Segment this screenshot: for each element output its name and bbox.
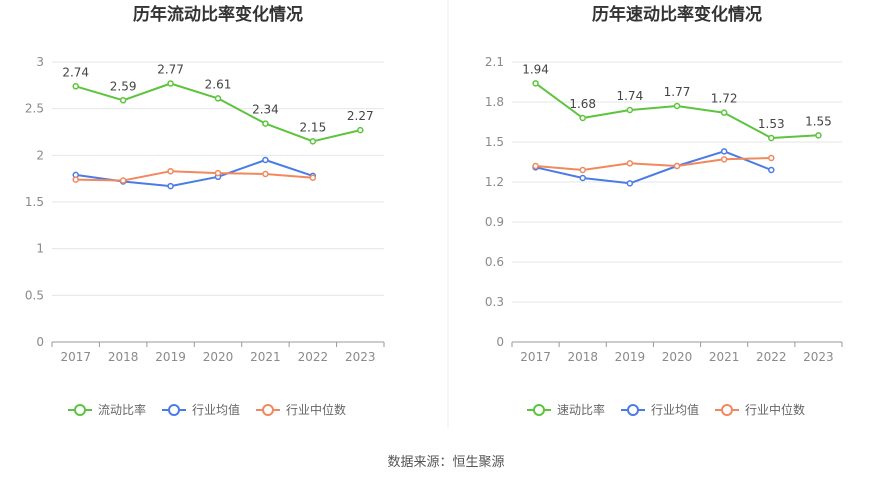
data-label: 1.53	[758, 117, 785, 131]
series-line-avg	[535, 150, 772, 185]
legend-label-median: 行业中位数	[745, 402, 805, 417]
data-label: 2.15	[299, 120, 326, 134]
data-point-avg	[262, 156, 269, 164]
y-tick-label: 0	[496, 335, 504, 349]
data-point-median	[532, 162, 539, 170]
x-tick-label: 2018	[108, 350, 139, 364]
data-point-median	[673, 162, 681, 170]
legend-marker-avg	[168, 404, 180, 416]
y-tick-label: 2.5	[25, 102, 44, 116]
x-tick-label: 2022	[298, 350, 329, 364]
legend-label-avg: 行业均值	[192, 402, 240, 417]
data-point-avg	[720, 148, 728, 155]
y-tick-label: 1	[36, 242, 44, 256]
data-point-company	[72, 83, 79, 90]
data-label: 2.34	[252, 103, 279, 117]
y-tick-label: 3	[36, 55, 44, 69]
legend-marker-company	[74, 404, 86, 416]
x-tick-label: 2017	[60, 350, 91, 364]
data-label: 1.72	[711, 92, 738, 106]
y-tick-label: 0	[36, 335, 44, 349]
legend-marker-company	[533, 404, 545, 416]
y-tick-label: 0.6	[485, 255, 504, 269]
y-tick-label: 1.5	[25, 195, 44, 209]
y-tick-label: 2	[36, 148, 44, 162]
x-tick-label: 2018	[567, 350, 598, 364]
data-point-company	[768, 134, 775, 142]
data-point-company	[309, 138, 317, 145]
legend-label-company: 速动比率	[557, 402, 605, 417]
x-tick-label: 2019	[615, 350, 646, 364]
data-point-company	[262, 120, 269, 127]
y-tick-label: 1.8	[485, 95, 504, 109]
data-label: 1.68	[569, 97, 596, 111]
chart-title: 历年速动比率变化情况	[592, 4, 762, 25]
data-point-company	[119, 97, 127, 104]
data-point-company	[357, 126, 364, 134]
x-tick-label: 2017	[520, 350, 551, 364]
data-label: 2.27	[347, 109, 374, 123]
y-tick-label: 0.5	[25, 288, 44, 302]
data-label: 2.74	[62, 65, 89, 79]
data-point-avg	[626, 180, 634, 187]
data-point-median	[720, 156, 728, 163]
data-label: 1.77	[664, 85, 691, 99]
data-point-avg	[167, 182, 174, 190]
data-point-avg	[768, 166, 775, 174]
data-point-median	[262, 170, 269, 178]
series-line-median	[75, 170, 313, 182]
data-point-median	[309, 174, 317, 181]
data-label: 1.94	[522, 62, 549, 76]
y-tick-label: 1.2	[485, 175, 504, 189]
x-tick-label: 2022	[756, 350, 787, 364]
data-point-company	[532, 80, 539, 87]
series-line-median	[535, 157, 772, 171]
x-tick-label: 2020	[203, 350, 234, 364]
y-tick-label: 1.5	[485, 135, 504, 149]
data-point-median	[214, 169, 222, 177]
x-tick-label: 2021	[250, 350, 281, 364]
data-point-median	[626, 160, 634, 167]
data-point-median	[768, 154, 775, 162]
legend-marker-avg	[627, 404, 639, 416]
data-point-company	[214, 95, 222, 102]
legend-label-median: 行业中位数	[286, 402, 346, 417]
data-point-avg	[579, 174, 586, 182]
y-tick-label: 2.1	[485, 55, 504, 69]
legend-label-company: 流动比率	[98, 402, 146, 417]
data-label: 2.77	[157, 62, 184, 76]
data-point-median	[579, 166, 586, 174]
data-label: 1.74	[616, 89, 643, 103]
x-tick-label: 2019	[155, 350, 186, 364]
data-point-median	[167, 167, 174, 175]
x-tick-label: 2020	[662, 350, 693, 364]
data-point-company	[673, 102, 681, 110]
x-tick-label: 2023	[345, 350, 376, 364]
chart-title: 历年流动比率变化情况	[133, 4, 303, 25]
legend-marker-median	[721, 404, 733, 416]
data-point-company	[815, 132, 822, 139]
data-point-company	[626, 106, 634, 114]
y-tick-label: 0.9	[485, 215, 504, 229]
data-point-company	[167, 80, 174, 87]
data-point-company	[720, 109, 728, 116]
source-text: 数据来源：恒生聚源	[387, 455, 504, 470]
y-tick-label: 0.3	[485, 295, 504, 309]
x-tick-label: 2023	[803, 350, 834, 364]
data-point-median	[119, 177, 127, 184]
x-tick-label: 2021	[709, 350, 740, 364]
legend-label-avg: 行业均值	[651, 402, 699, 417]
data-label: 1.55	[805, 114, 832, 128]
data-label: 2.59	[110, 79, 137, 93]
data-point-company	[579, 114, 586, 122]
data-label: 2.61	[205, 77, 232, 91]
legend-marker-median	[262, 404, 274, 416]
data-point-median	[72, 176, 79, 183]
